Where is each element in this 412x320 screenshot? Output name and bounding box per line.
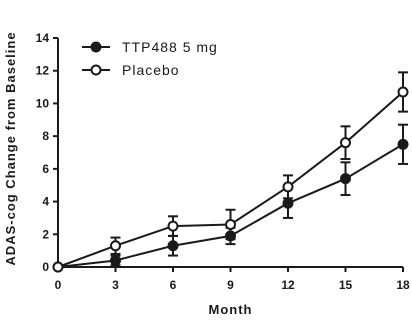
data-point <box>225 218 236 230</box>
data-point <box>340 173 351 185</box>
y-axis-label: ADAS-cog Change from Baseline <box>3 31 18 265</box>
legend: TTP488 5 mg Placebo <box>82 39 218 78</box>
x-axis-label: Month <box>209 302 253 317</box>
x-tick-label: 18 <box>396 278 410 292</box>
data-point <box>282 181 294 193</box>
legend-label-placebo: Placebo <box>122 62 180 78</box>
x-tick-label: 0 <box>55 278 62 292</box>
data-point <box>282 197 294 209</box>
legend-label-ttp488: TTP488 5 mg <box>122 39 218 55</box>
data-point <box>340 137 351 149</box>
x-tick-label: 9 <box>227 278 234 292</box>
legend-marker-ttp488 <box>90 41 102 53</box>
y-tick-label: 4 <box>42 195 49 209</box>
data-point <box>110 254 121 266</box>
x-tick-label: 3 <box>112 278 119 292</box>
y-tick-label: 12 <box>36 64 50 78</box>
x-ticks: 0 3 6 9 12 15 18 <box>55 267 410 292</box>
y-ticks: 0 2 4 6 8 10 12 14 <box>36 31 58 274</box>
legend-item-ttp488: TTP488 5 mg <box>82 39 218 55</box>
data-point <box>397 86 409 98</box>
y-tick-label: 0 <box>42 260 49 274</box>
series-layer <box>52 71 409 273</box>
data-point <box>397 138 409 150</box>
legend-marker-placebo <box>90 64 102 76</box>
data-point <box>52 261 64 273</box>
axes: 0 2 4 6 8 10 12 14 0 3 6 9 12 15 18 <box>36 31 410 292</box>
y-tick-label: 14 <box>36 31 50 45</box>
y-tick-label: 8 <box>42 129 49 143</box>
y-tick-label: 10 <box>36 96 50 110</box>
x-tick-label: 12 <box>281 278 295 292</box>
y-tick-label: 2 <box>42 227 49 241</box>
legend-item-placebo: Placebo <box>82 62 180 78</box>
y-tick-label: 6 <box>42 162 49 176</box>
data-point <box>167 240 179 252</box>
data-point <box>167 220 179 232</box>
series-placebo <box>52 71 409 273</box>
x-tick-label: 6 <box>170 278 177 292</box>
data-point <box>110 240 121 252</box>
x-tick-label: 15 <box>339 278 353 292</box>
